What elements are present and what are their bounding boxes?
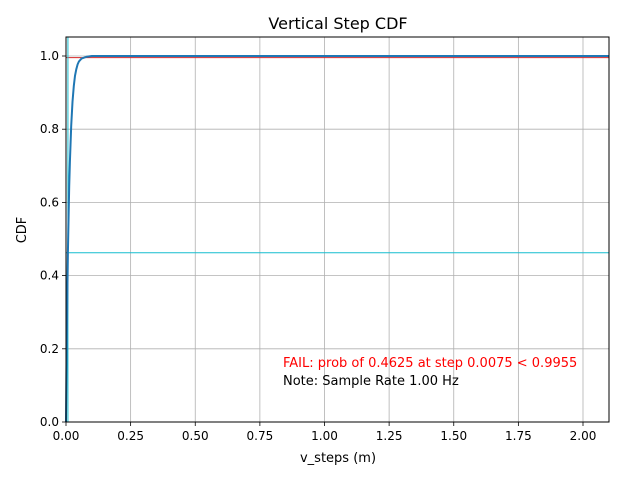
grid: [65, 37, 609, 423]
y-tick-label: 0.8: [40, 122, 59, 136]
x-tick-label: 2.00: [570, 429, 597, 443]
y-tick-label: 0.0: [40, 415, 59, 429]
x-tick-label: 0.50: [182, 429, 209, 443]
x-tick-label: 0.00: [53, 429, 80, 443]
note-annotation: Note: Sample Rate 1.00 Hz: [283, 374, 459, 389]
x-tick-label: 1.25: [376, 429, 403, 443]
y-tick-label: 1.0: [40, 49, 59, 63]
cdf-line: [65, 55, 609, 423]
x-tick-label: 1.00: [311, 429, 338, 443]
plot-frame: [65, 36, 610, 423]
x-axis-label: v_steps (m): [300, 451, 376, 466]
ticks: 0.00 0.25 0.50 0.75 1.00 1.25 1.50 1.75 2.00 0.0 0…: [40, 49, 596, 443]
series-group: [65, 55, 609, 423]
x-tick-label: 1.50: [440, 429, 467, 443]
y-tick-label: 0.4: [40, 269, 59, 283]
y-axis-label: CDF: [15, 217, 30, 244]
fail-annotation: FAIL: prob of 0.4625 at step 0.0075 < 0.…: [283, 356, 577, 371]
y-tick-label: 0.2: [40, 342, 59, 356]
x-tick-label: 0.25: [117, 429, 144, 443]
y-tick-label: 0.6: [40, 195, 59, 209]
chart-title: Vertical Step CDF: [268, 14, 407, 33]
x-tick-label: 0.75: [247, 429, 274, 443]
x-tick-label: 1.75: [505, 429, 532, 443]
